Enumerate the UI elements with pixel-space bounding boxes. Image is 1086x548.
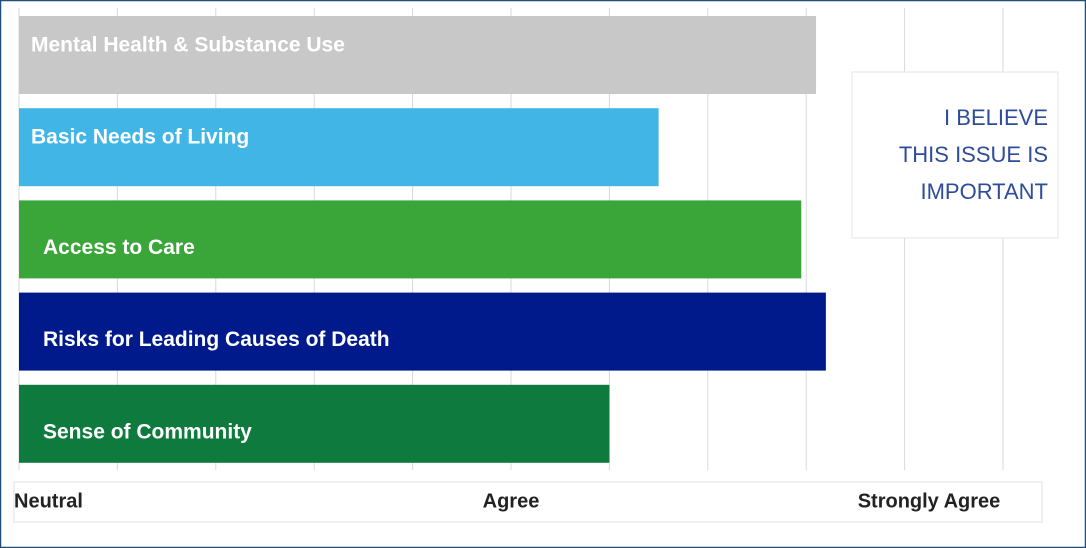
bar [19, 200, 802, 279]
x-tick-label: Agree [483, 490, 540, 512]
annotation-box [851, 71, 1059, 239]
bar-label: Risks for Leading Causes of Death [43, 328, 390, 351]
annotation: IMPORTANT [920, 179, 1048, 204]
x-tick-label: Strongly Agree [858, 490, 1001, 512]
bar [19, 292, 826, 371]
bar [19, 384, 610, 463]
x-tick-label: Neutral [14, 490, 83, 512]
bar [19, 16, 817, 94]
bar-label: Sense of Community [43, 420, 252, 443]
bar-label: Access to Care [43, 236, 195, 259]
bar [19, 108, 659, 187]
bar-label: Basic Needs of Living [31, 126, 249, 149]
axis-band [13, 481, 1043, 523]
annotation: THIS ISSUE IS [899, 142, 1048, 167]
bar-label: Mental Health & Substance Use [31, 34, 345, 57]
annotation: I BELIEVE [944, 105, 1048, 130]
